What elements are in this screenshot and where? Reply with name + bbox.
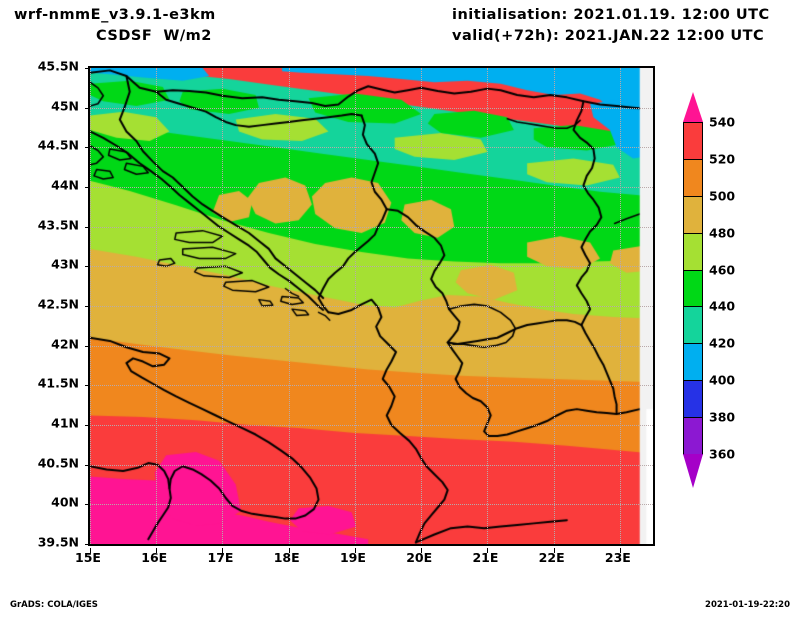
colorbar-tick-label: 500 [709,188,736,204]
axis-label-latitude: 45N [51,98,79,114]
model-title: wrf-nmmE_v3.9.1-e3km [14,7,216,23]
axis-tick-x [487,548,489,553]
colorbar-arrow-bottom [683,454,703,488]
colorbar-tick-label: 420 [709,335,736,351]
colorbar-tick-label: 380 [709,409,736,425]
axis-tick-x [288,548,290,553]
colorbar-band [683,122,703,160]
axis-tick-y [85,544,90,545]
axis-label-longitude: 17E [207,550,234,565]
axis-label-longitude: 19E [339,550,366,565]
colorbar-tick-label: 440 [709,298,736,314]
colorbar: 540 520 500 480 460 440 420 400 380 360 [683,92,735,488]
footer-timestamp: 2021-01-19-22:20 [705,600,790,610]
axis-tick-y [85,504,90,506]
axis-label-latitude: 39.5N [37,534,79,550]
axis-tick-x [553,548,555,553]
axis-tick-y [85,226,90,228]
colorbar-band [683,269,703,308]
colorbar-tick-label: 360 [709,446,736,462]
axis-label-latitude: 42N [51,336,79,352]
axis-tick-y [85,464,90,466]
axis-label-longitude: 18E [273,550,300,565]
axis-label-latitude: 43N [51,256,79,272]
axis-label-latitude: 45.5N [37,58,79,74]
colorbar-tick-label: 540 [709,114,736,130]
map-field-canvas-wrapper [90,68,653,544]
axis-tick-x [619,548,621,553]
axis-label-longitude: 20E [406,550,433,565]
axis-tick-y [85,345,90,347]
colorbar-tick-label: 480 [709,225,736,241]
colorbar-band [683,232,703,271]
variable-label: CSDSF W/m2 [96,28,212,44]
colorbar-arrow-top [683,92,703,122]
colorbar-band [683,158,703,197]
axis-tick-x [222,548,224,553]
colorbar-tick-label: 460 [709,262,736,278]
axis-label-longitude: 22E [538,550,565,565]
axis-tick-y [85,147,90,149]
colorbar-tick-label: 520 [709,151,736,167]
axis-label-latitude: 41N [51,415,79,431]
axis-tick-y [85,425,90,426]
initialisation-time: initialisation: 2021.01.19. 12:00 UTC [452,7,770,23]
valid-time: valid(+72h): 2021.JAN.22 12:00 UTC [452,28,765,44]
axis-tick-y [85,107,90,109]
csdsf-field-canvas [90,68,653,544]
colorbar-band [683,380,703,419]
axis-label-latitude: 43.5N [37,217,79,233]
axis-label-latitude: 40.5N [37,455,79,471]
axis-tick-y [85,306,90,307]
header-block: wrf-nmmE_v3.9.1-e3km CSDSF W/m2 initiali… [0,0,800,56]
axis-label-latitude: 41.5N [37,375,79,391]
axis-label-latitude: 42.5N [37,296,79,312]
colorbar-band [683,343,703,382]
axis-tick-x [354,548,356,553]
axis-label-longitude: 16E [141,550,168,565]
axis-label-longitude: 23E [604,550,631,565]
colorbar-band [683,417,703,455]
colorbar-band [683,195,703,234]
axis-label-latitude: 44N [51,177,79,193]
axis-tick-x [421,548,423,553]
map-plot-area [85,66,655,553]
axis-tick-y [85,385,90,387]
colorbar-band [683,306,703,345]
axis-label-longitude: 15E [75,550,101,565]
axis-label-longitude: 21E [472,550,499,565]
axis-label-latitude: 40N [51,494,79,510]
axis-tick-y [85,68,90,69]
footer-credit: GrADS: COLA/IGES [10,600,98,610]
colorbar-tick-label: 400 [709,372,736,388]
axis-label-latitude: 44.5N [37,137,79,153]
axis-tick-y [85,266,90,268]
axis-tick-x [90,548,91,553]
axis-tick-x [156,548,158,553]
axis-tick-y [85,187,90,188]
